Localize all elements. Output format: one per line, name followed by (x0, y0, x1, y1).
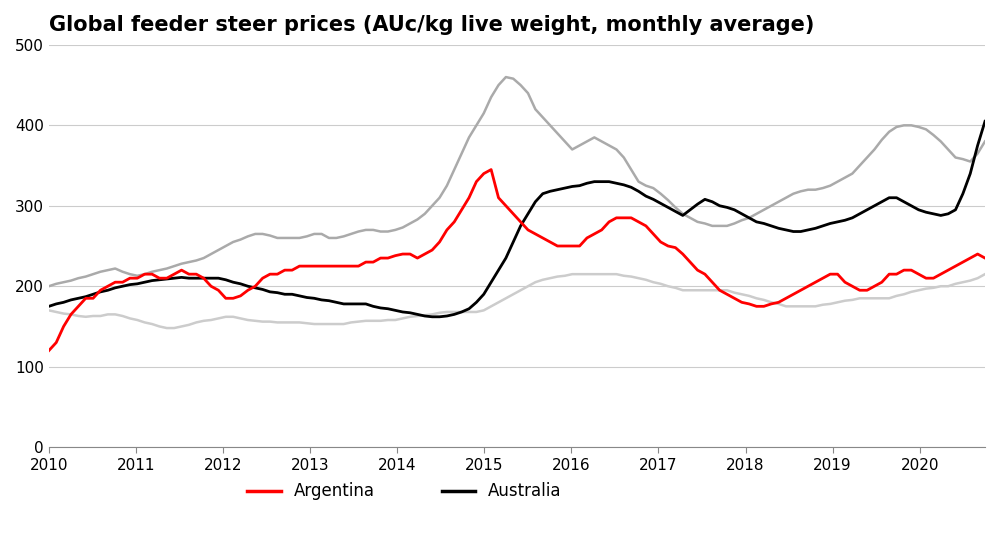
Text: Global feeder steer prices (AUc/kg live weight, monthly average): Global feeder steer prices (AUc/kg live … (49, 15, 814, 35)
Legend: Argentina, Australia: Argentina, Australia (241, 476, 569, 507)
